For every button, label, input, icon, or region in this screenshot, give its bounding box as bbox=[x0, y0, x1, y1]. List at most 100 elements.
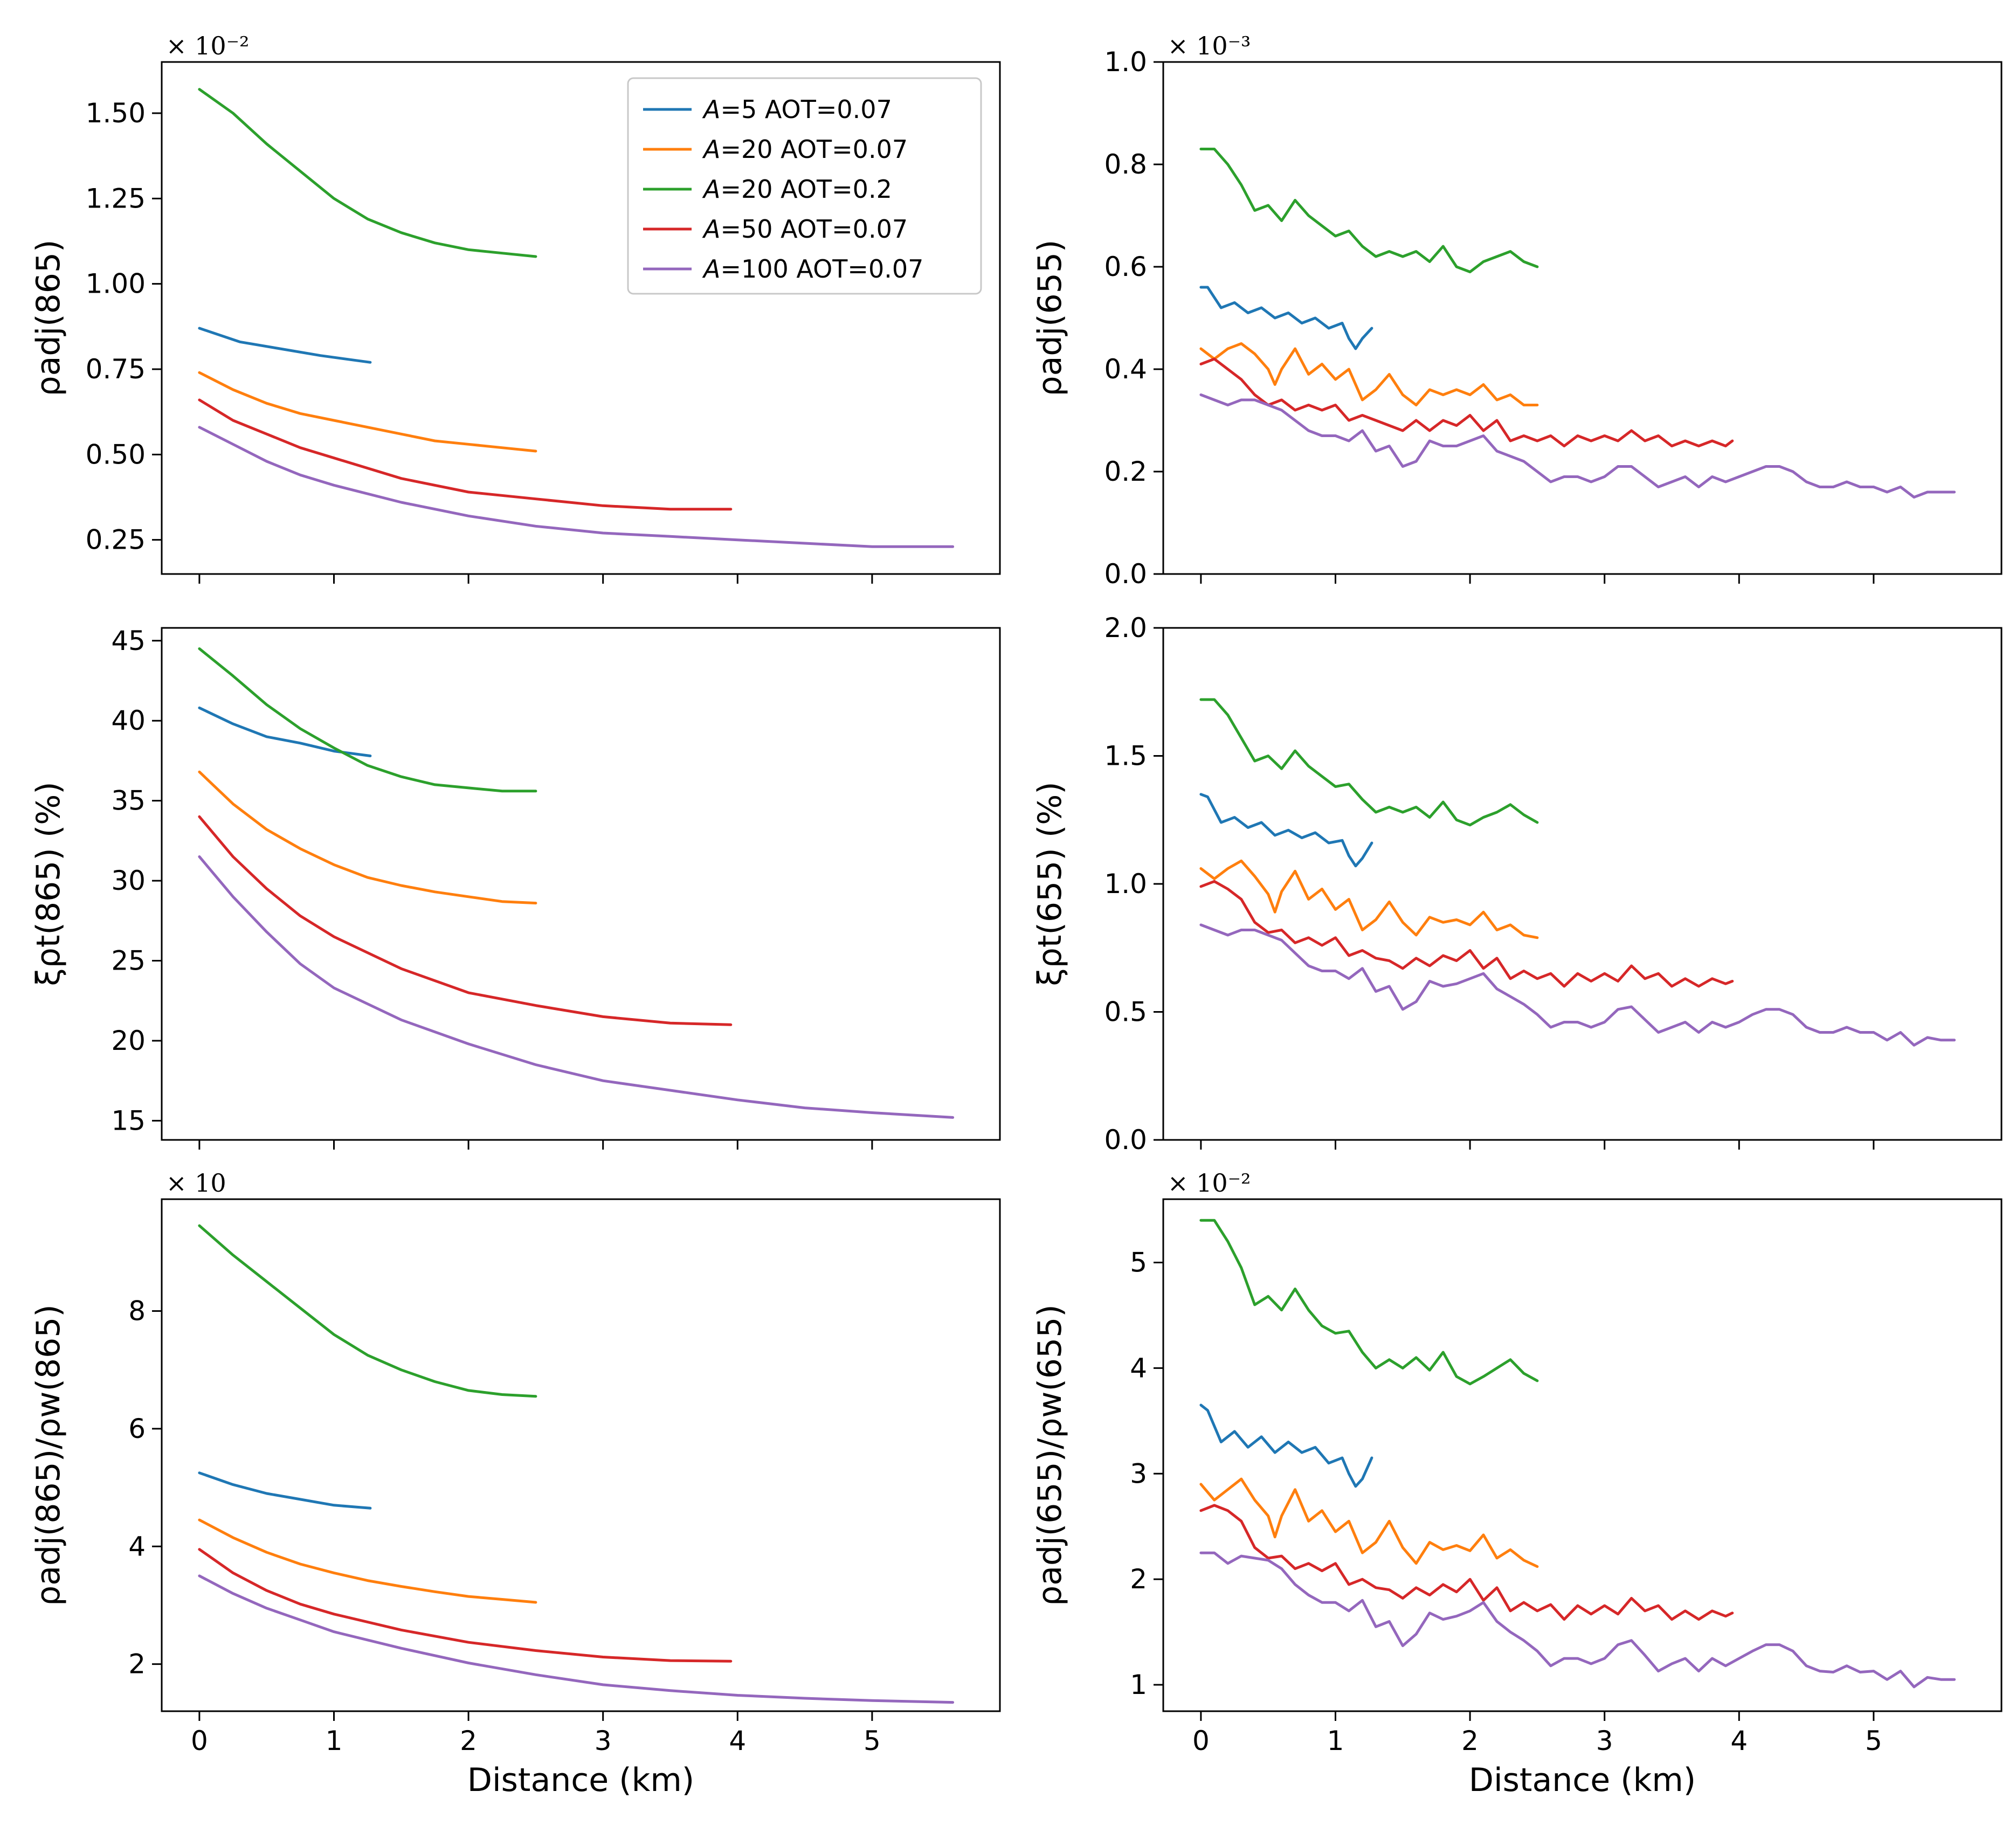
series-line-a-5-aot-0-07 bbox=[1199, 286, 1373, 350]
panel-middle-left: 15 20 25 30 35 40 45 ξρt(865) (%) bbox=[30, 625, 1001, 1150]
y-tick-label: 0.0 bbox=[1104, 1124, 1147, 1156]
y-tick-label: 0.0 bbox=[1104, 558, 1147, 590]
series-line-a-100-aot-0-07 bbox=[1199, 1551, 1956, 1689]
x-tick-label: 5 bbox=[1865, 1725, 1882, 1756]
x-tick-label: 4 bbox=[1730, 1725, 1748, 1756]
legend: A=5 AOT=0.07A=20 AOT=0.07A=20 AOT=0.2A=5… bbox=[627, 77, 982, 295]
x-tick-label: 2 bbox=[460, 1725, 477, 1756]
x-axis-label: Distance (km) bbox=[467, 1761, 694, 1799]
panel-middle-right: 0.0 0.5 1.0 1.5 2.0 ξρt(655) (%) bbox=[1031, 612, 2003, 1156]
y-tick-label: 45 bbox=[111, 625, 146, 656]
series-line-a-20-aot-0-07 bbox=[1199, 342, 1539, 406]
series-line-a-20-aot-0-2 bbox=[1199, 148, 1539, 273]
series-line-a-20-aot-0-2 bbox=[1199, 698, 1539, 827]
axes-frame bbox=[1162, 61, 2003, 575]
x-tick-label: 0 bbox=[191, 1725, 208, 1756]
axes-frame bbox=[1162, 627, 2003, 1141]
y-tick-label: 2 bbox=[1130, 1564, 1147, 1595]
y-tick-label: 1 bbox=[1130, 1669, 1147, 1700]
y-tick-label: 2 bbox=[128, 1649, 146, 1680]
panel-top-right: 0.0 0.2 0.4 0.6 0.8 1.0 × 10⁻³ ρadj(655) bbox=[1031, 31, 2003, 590]
legend-label-symbol: A bbox=[702, 135, 720, 164]
legend-label-text: =50 AOT=0.07 bbox=[720, 215, 908, 244]
y-tick-label: 5 bbox=[1130, 1247, 1147, 1278]
series-line-a-5-aot-0-07 bbox=[198, 327, 372, 364]
y-tick-label: 25 bbox=[111, 945, 146, 977]
y-tick-label: 1.0 bbox=[1104, 868, 1147, 900]
y-tick-label: 1.25 bbox=[86, 183, 146, 214]
axes-frame bbox=[161, 627, 1001, 1141]
series-line-a-20-aot-0-07 bbox=[198, 770, 537, 905]
y-tick-label: 4 bbox=[128, 1531, 146, 1562]
series-line-a-5-aot-0-07 bbox=[198, 1471, 372, 1510]
legend-label-text: =20 AOT=0.2 bbox=[720, 175, 892, 204]
axes-frame bbox=[161, 61, 1001, 575]
y-tick-label: 15 bbox=[111, 1105, 146, 1136]
axis-multiplier: × 10⁻³ bbox=[1168, 31, 1251, 60]
x-tick-label: 3 bbox=[595, 1725, 612, 1756]
legend-box bbox=[627, 77, 982, 295]
series-line-a-100-aot-0-07 bbox=[198, 855, 955, 1119]
panel-bottom-right: 0 1 2 3 4 5 1 2 3 4 5 × 10⁻² ρadj(655)/ρw(655) Distan… bbox=[1031, 1168, 2003, 1799]
y-tick-label: 4 bbox=[1130, 1352, 1147, 1384]
series-line-a-20-aot-0-2 bbox=[1199, 1219, 1539, 1386]
y-tick-label: 0.25 bbox=[86, 524, 146, 556]
y-tick-label: 35 bbox=[111, 785, 146, 817]
legend-label: A=20 AOT=0.07 bbox=[702, 135, 908, 164]
y-tick-label: 2.0 bbox=[1104, 612, 1147, 644]
legend-label-symbol: A bbox=[702, 215, 720, 244]
series-line-a-50-aot-0-07 bbox=[198, 1548, 733, 1663]
y-axis-label: ρadj(865) bbox=[30, 240, 67, 397]
y-tick-label: 0.6 bbox=[1104, 251, 1147, 282]
series-line-a-50-aot-0-07 bbox=[1199, 357, 1734, 447]
series-line-a-50-aot-0-07 bbox=[198, 398, 733, 511]
x-tick-label: 3 bbox=[1596, 1725, 1613, 1756]
legend-label: A=5 AOT=0.07 bbox=[702, 95, 892, 124]
axes-frame bbox=[161, 1198, 1001, 1712]
y-tick-label: 1.00 bbox=[86, 268, 146, 300]
y-tick-label: 0.75 bbox=[86, 354, 146, 385]
x-tick-label: 5 bbox=[864, 1725, 881, 1756]
series-line-a-5-aot-0-07 bbox=[198, 706, 372, 757]
legend-label: A=50 AOT=0.07 bbox=[702, 215, 908, 244]
series-line-a-20-aot-0-07 bbox=[198, 371, 537, 453]
series-line-a-100-aot-0-07 bbox=[1199, 393, 1956, 499]
y-tick-label: 0.2 bbox=[1104, 456, 1147, 487]
legend-label: A=100 AOT=0.07 bbox=[702, 254, 923, 283]
y-tick-label: 1.5 bbox=[1104, 741, 1147, 772]
series-line-a-20-aot-0-07 bbox=[1199, 1477, 1539, 1568]
y-tick-label: 40 bbox=[111, 705, 146, 736]
x-tick-label: 2 bbox=[1461, 1725, 1479, 1756]
series-line-a-50-aot-0-07 bbox=[198, 815, 733, 1026]
y-tick-label: 1.0 bbox=[1104, 46, 1147, 78]
series-line-a-5-aot-0-07 bbox=[1199, 793, 1373, 868]
y-tick-label: 3 bbox=[1130, 1458, 1147, 1489]
legend-label-text: =20 AOT=0.07 bbox=[720, 135, 908, 164]
legend-label: A=20 AOT=0.2 bbox=[702, 175, 892, 204]
y-tick-label: 8 bbox=[128, 1295, 146, 1326]
axes-frame bbox=[1162, 1198, 2003, 1712]
x-axis-label: Distance (km) bbox=[1469, 1761, 1696, 1799]
axis-multiplier: × 10⁻² bbox=[166, 31, 249, 60]
legend-label-symbol: A bbox=[702, 254, 720, 283]
y-tick-label: 6 bbox=[128, 1413, 146, 1444]
y-tick-label: 20 bbox=[111, 1025, 146, 1056]
y-tick-label: 0.4 bbox=[1104, 354, 1147, 385]
panel-bottom-left: 0 1 2 3 4 5 2 4 6 8 × 10 ρadj(865)/ρw(865) Distance … bbox=[30, 1168, 1001, 1799]
series-line-a-100-aot-0-07 bbox=[198, 426, 955, 548]
x-tick-label: 1 bbox=[326, 1725, 343, 1756]
y-axis-label: ξρt(655) (%) bbox=[1031, 781, 1069, 986]
y-tick-label: 0.50 bbox=[86, 439, 146, 470]
y-tick-label: 30 bbox=[111, 865, 146, 896]
legend-label-text: =5 AOT=0.07 bbox=[720, 95, 892, 124]
series-line-a-20-aot-0-2 bbox=[198, 88, 537, 258]
series-line-a-20-aot-0-2 bbox=[198, 1224, 537, 1398]
x-tick-label: 4 bbox=[729, 1725, 746, 1756]
panel-top-left: 0.25 0.50 0.75 1.00 1.25 1.50 × 10⁻² ρadj(865) A… bbox=[30, 31, 1001, 584]
series-line-a-100-aot-0-07 bbox=[1199, 923, 1956, 1047]
series-line-a-50-aot-0-07 bbox=[1199, 880, 1734, 988]
y-tick-label: 0.5 bbox=[1104, 997, 1147, 1028]
series-line-a-20-aot-0-2 bbox=[198, 647, 537, 793]
legend-label-symbol: A bbox=[702, 95, 720, 124]
